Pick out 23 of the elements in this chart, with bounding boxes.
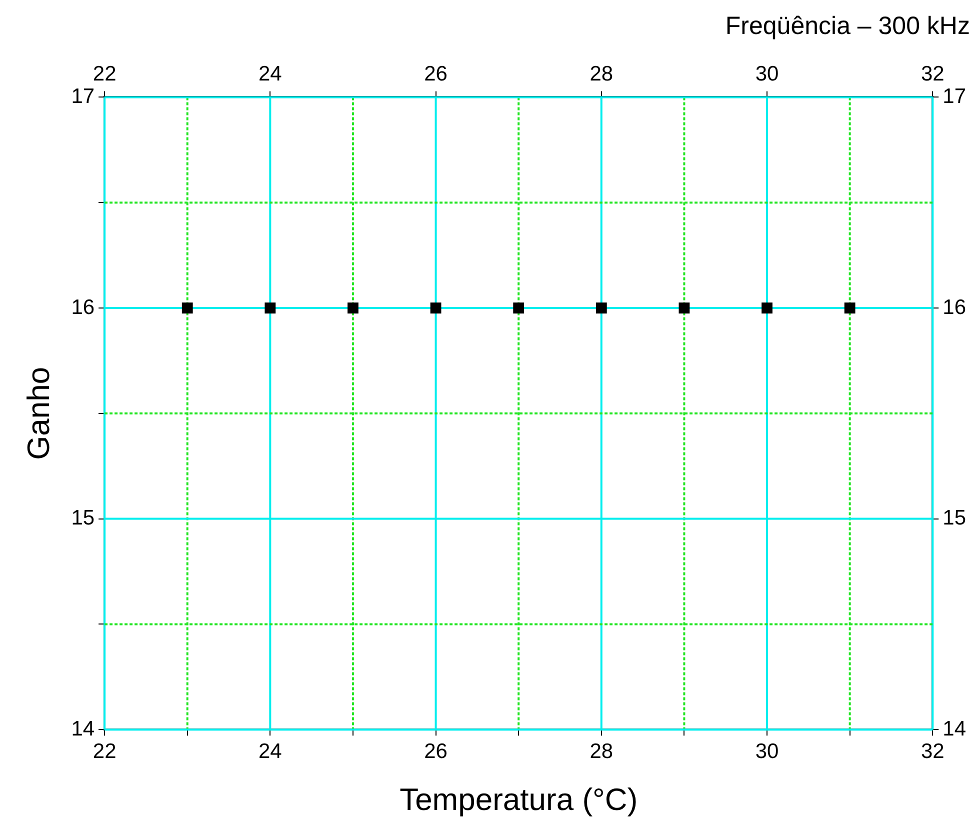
y2-tick-label: 17 [942, 84, 966, 108]
x2-tick-label: 28 [590, 62, 614, 86]
x-tick-label: 32 [920, 740, 944, 763]
x2-tick-label: 24 [258, 62, 282, 86]
x2-tick-label: 30 [755, 62, 779, 86]
y-tick-label: 14 [71, 717, 95, 740]
y2-tick-label: 14 [942, 717, 966, 740]
y-tick-label: 16 [71, 296, 95, 319]
x2-tick-label: 26 [424, 62, 448, 86]
x-tick-label: 30 [755, 740, 779, 763]
y2-tick-label: 16 [942, 296, 966, 319]
x-tick-label: 26 [424, 740, 448, 763]
y-axis-title: Ganho [21, 366, 56, 460]
x-tick-label: 22 [92, 740, 116, 763]
y-tick-label: 15 [71, 506, 95, 530]
x2-tick-label: 32 [920, 62, 944, 86]
x-tick-label: 28 [590, 740, 614, 763]
chart-title: Freqüência – 300 kHz [725, 12, 970, 40]
y2-tick-label: 15 [942, 506, 966, 530]
x-axis-title: Temperatura (°C) [400, 782, 638, 817]
y-tick-label: 17 [71, 84, 95, 108]
x-tick-label: 24 [258, 740, 282, 763]
x2-tick-label: 22 [92, 62, 116, 86]
